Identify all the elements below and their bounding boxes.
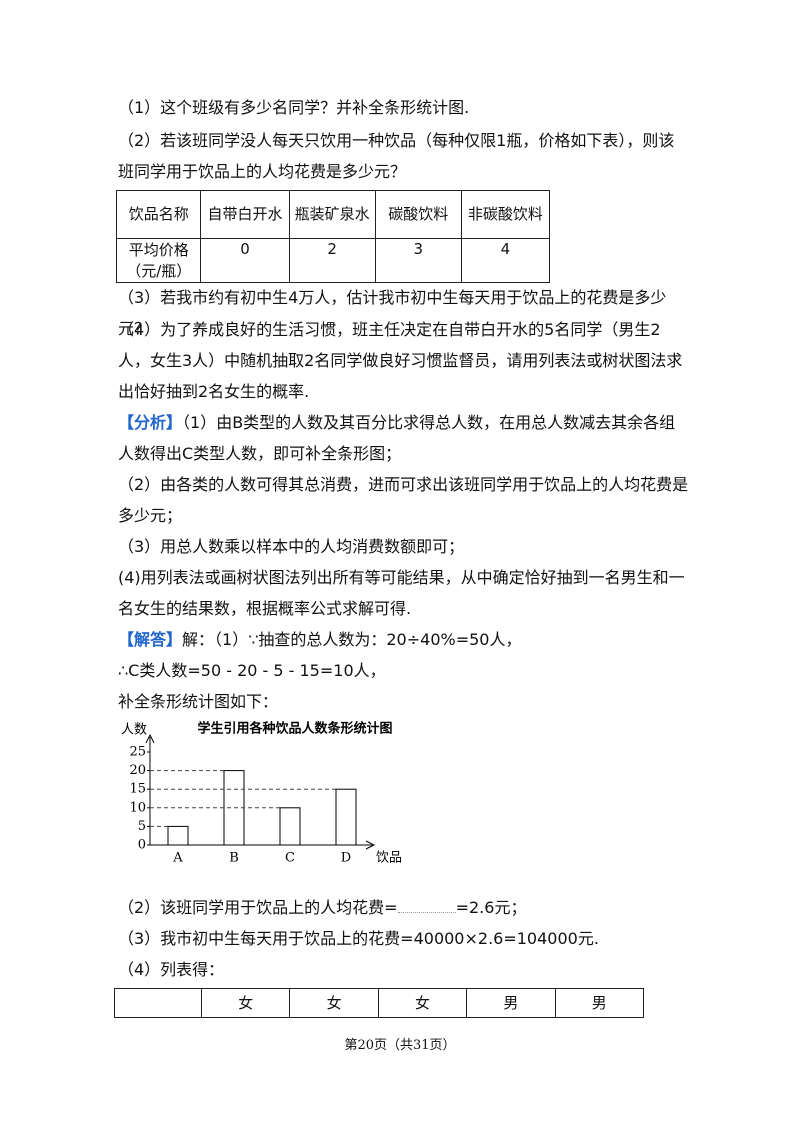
table-cell: 女 xyxy=(377,988,468,1018)
table-cell: 碳酸饮料 xyxy=(374,190,462,239)
analysis-item: （3）用总人数乘以样本中的人均消费数额即可； xyxy=(118,537,465,556)
y-tick-label: 25 xyxy=(129,745,146,760)
question: （2）若该班同学没人每天只饮用一种饮品（每种仅限1瓶，价格如下表），则该班同学用… xyxy=(118,131,675,181)
analysis-item: (4)用列表法或画树状图法列出所有等可能结果，从中确定恰好抽到一名男生和一名女生… xyxy=(118,568,685,618)
y-axis-arrow xyxy=(145,733,155,744)
solution-line: ∴C类人数=50 - 20 - 5 - 15=10人， xyxy=(118,661,386,680)
table-cell: 女 xyxy=(200,988,291,1018)
y-tick-label: 15 xyxy=(129,782,146,797)
analysis-tag: 【分析】 xyxy=(118,413,183,432)
y-tick-label: 20 xyxy=(129,763,146,778)
table-cell: 平均价格（元/瓶） xyxy=(115,238,202,283)
solution: 【解答】解：（1）∵抽查的总人数为：20÷40%=50人， xyxy=(118,624,690,655)
table-cell: 女 xyxy=(289,988,379,1018)
table-cell: 非碳酸饮料 xyxy=(460,190,551,239)
solution-line: 补全条形统计图如下： xyxy=(118,692,279,711)
table-cell: 饮品名称 xyxy=(115,190,202,239)
y-tick-label: 0 xyxy=(138,838,146,853)
solution-tag: 【解答】 xyxy=(118,630,183,649)
x-tick-label: A xyxy=(172,851,183,866)
question: （3）若我市约有初中生4万人，估计我市初中生每天用于饮品上的花费是多少元？ xyxy=(118,288,667,338)
bar xyxy=(335,788,357,846)
y-tick-label: 5 xyxy=(138,819,146,834)
question: （1）这个班级有多少名同学？并补全条形统计图. xyxy=(118,98,470,117)
analysis-item: （2）由各类的人数可得其总消费，进而可求出该班同学用于饮品上的人均花费是多少元； xyxy=(118,475,689,525)
table-cell: 男 xyxy=(554,988,645,1018)
solution-line: （2）该班同学用于饮品上的人均花费= =2.6元； xyxy=(118,892,690,923)
price-table: 饮品名称 自带白开水 瓶装矿泉水 碳酸饮料 非碳酸饮料 平均价格（元/瓶） 0 … xyxy=(115,190,551,283)
analysis-item: （1）由B类型的人数及其百分比求得总人数，在用总人数减去其余各组人数得出C类型人… xyxy=(118,413,676,463)
y-tick-label: 10 xyxy=(129,800,146,815)
bar-chart: 学生引用各种饮品人数条形统计图 人数 饮品 0 5 10 15 20 25 A B C D xyxy=(121,721,402,866)
x-axis-label: 饮品 xyxy=(376,851,402,866)
page-footer: 第20页（共31页） xyxy=(344,1038,456,1053)
x-tick-label: B xyxy=(229,851,239,866)
x-axis-arrow xyxy=(365,840,376,850)
solution-line: （4）列表得： xyxy=(118,960,225,979)
list-table: 女 女 女 男 男 xyxy=(114,988,645,1018)
table-cell: 自带白开水 xyxy=(200,190,290,239)
solution-text: =2.6元； xyxy=(455,898,527,917)
x-tick-label: D xyxy=(341,851,351,866)
analysis: 【分析】（1）由B类型的人数及其百分比求得总人数，在用总人数减去其余各组人数得出… xyxy=(118,407,690,469)
question: （4）为了养成良好的生活习惯，班主任决定在自带白开水的5名同学（男生2人，女生3… xyxy=(118,320,683,401)
table-cell: 0 xyxy=(200,238,290,283)
bar xyxy=(167,825,189,846)
solution-text: （2）该班同学用于饮品上的人均花费= xyxy=(118,898,398,917)
table-cell: 3 xyxy=(374,238,462,283)
table-cell xyxy=(114,988,202,1018)
solution-line: （3）我市初中生每天用于饮品上的花费=40000×2.6=104000元. xyxy=(118,929,599,948)
bar xyxy=(279,807,301,846)
table-cell: 4 xyxy=(460,238,551,283)
y-axis-label: 人数 xyxy=(121,723,147,738)
table-cell: 瓶装矿泉水 xyxy=(288,190,376,239)
chart-title: 学生引用各种饮品人数条形统计图 xyxy=(197,721,392,737)
table-cell: 2 xyxy=(288,238,376,283)
fraction xyxy=(397,904,456,913)
solution-line: 解：（1）∵抽查的总人数为：20÷40%=50人， xyxy=(182,630,522,649)
table-cell: 男 xyxy=(466,988,556,1018)
x-tick-label: C xyxy=(285,851,295,866)
